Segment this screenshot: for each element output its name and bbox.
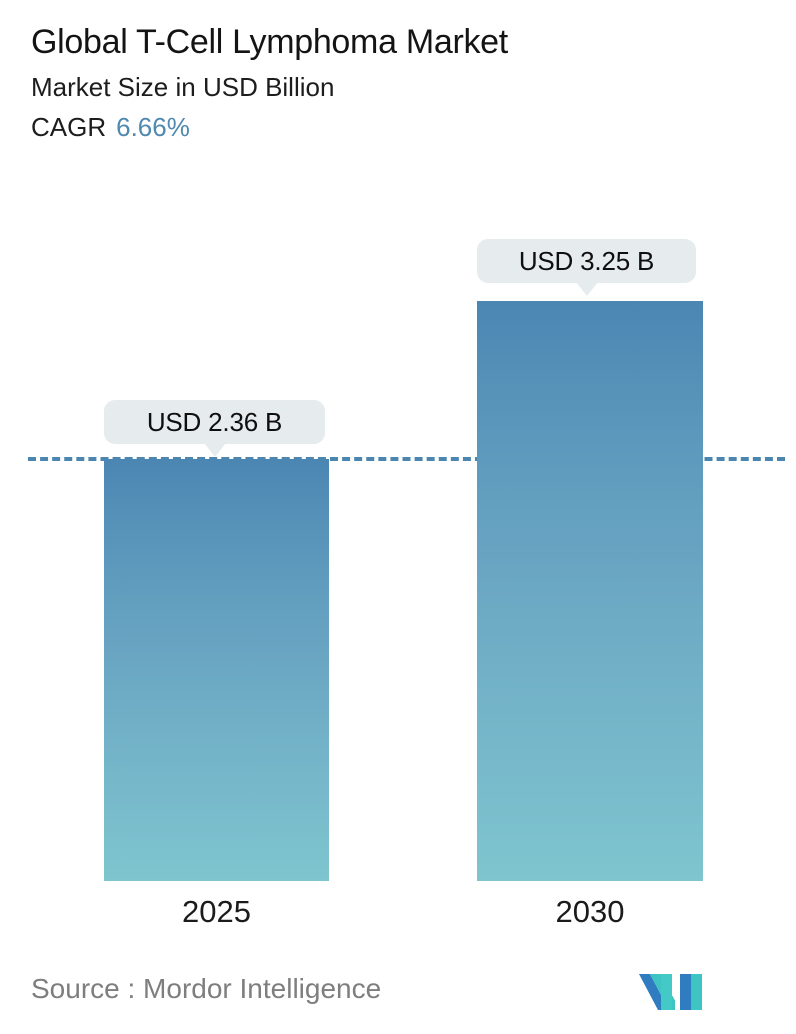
x-axis-label-2030: 2030 xyxy=(555,894,625,929)
x-axis-label-2025: 2025 xyxy=(182,894,251,929)
chart-subtitle: Market Size in USD Billion xyxy=(31,72,335,102)
value-badge-2030: USD 3.25 B xyxy=(477,239,696,296)
value-badge-2025: USD 2.36 B xyxy=(104,400,325,457)
value-badge-2030-label: USD 3.25 B xyxy=(518,245,655,276)
chart-header: Global T-Cell Lymphoma Market Market Siz… xyxy=(31,20,771,146)
badge-pointer-icon xyxy=(203,443,226,457)
cagr-row: CAGR 6.66% xyxy=(31,108,771,146)
chart-footer: Source : Mordor Intelligence xyxy=(0,968,796,1034)
page-title: Global T-Cell Lymphoma Market xyxy=(31,23,508,61)
source-attribution: Source : Mordor Intelligence xyxy=(31,973,382,1004)
mordor-intelligence-logo-icon xyxy=(639,966,705,1012)
badge-pointer-icon xyxy=(575,282,598,296)
cagr-value: 6.66% xyxy=(116,112,190,142)
bar-2030 xyxy=(477,301,703,881)
reference-line xyxy=(28,457,785,461)
cagr-label: CAGR xyxy=(31,112,107,142)
bar-2025 xyxy=(104,459,329,881)
value-badge-2025-label: USD 2.36 B xyxy=(146,406,283,437)
